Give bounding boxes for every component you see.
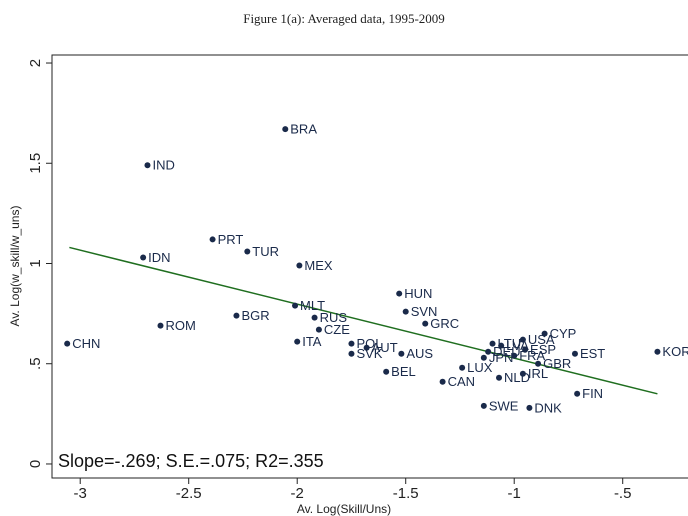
point-label: CZE: [324, 322, 350, 337]
point: [296, 262, 303, 269]
point: [363, 344, 370, 351]
point-label: FRA: [519, 348, 545, 363]
point: [311, 314, 318, 321]
point: [485, 348, 492, 355]
y-tick-label: 1: [27, 259, 44, 267]
x-tick-label: -2.5: [176, 485, 202, 502]
y-axis-label: Av. Log(w_skill/w_uns): [8, 206, 22, 327]
point-label: LUX: [467, 360, 493, 375]
point: [459, 364, 466, 371]
point-label: CHN: [72, 336, 100, 351]
point: [526, 404, 533, 411]
point: [480, 402, 487, 409]
point: [396, 290, 403, 297]
point: [571, 350, 578, 357]
point-label: NLD: [504, 370, 530, 385]
point-label: AUT: [372, 340, 398, 355]
point: [292, 302, 299, 309]
point: [209, 236, 216, 243]
point-label: EST: [580, 346, 605, 361]
point-label: AUS: [406, 346, 433, 361]
x-tick-label: -1: [508, 485, 521, 502]
point-label: POL: [356, 336, 382, 351]
y-tick-label: 0: [27, 460, 44, 468]
point-label: RUS: [320, 310, 348, 325]
point: [519, 370, 526, 377]
point: [398, 350, 405, 357]
point-label: BRA: [290, 122, 317, 137]
point: [383, 368, 390, 375]
point-label: PRT: [218, 232, 244, 247]
point-label: TUR: [252, 244, 279, 259]
point-label: HUN: [404, 286, 432, 301]
y-tick-label: .5: [27, 357, 44, 370]
x-tick-label: -.5: [614, 485, 632, 502]
point-label: SVK: [356, 346, 382, 361]
fit-line: [69, 246, 658, 395]
point-label: GBR: [543, 356, 571, 371]
point-label: LVA: [506, 338, 529, 353]
point-label: CAN: [448, 374, 475, 389]
point: [511, 352, 518, 359]
x-tick-label: -3: [74, 485, 87, 502]
point: [574, 390, 581, 397]
point-label: SVN: [411, 304, 438, 319]
point-label: IRL: [528, 366, 548, 381]
point-label: ESP: [530, 342, 556, 357]
point: [233, 312, 240, 319]
point-label: MEX: [304, 258, 333, 273]
point: [480, 354, 487, 361]
point: [294, 338, 301, 345]
x-axis-label: Av. Log(Skill/Uns): [297, 502, 391, 516]
point-label: DNK: [534, 400, 562, 415]
point-label: GRC: [430, 316, 459, 331]
point-label: BGR: [241, 308, 269, 323]
point: [541, 330, 548, 337]
y-tick-label: 1.5: [27, 153, 44, 174]
point: [422, 320, 429, 327]
point-label: USA: [528, 332, 555, 347]
point: [282, 126, 289, 133]
point: [439, 378, 446, 385]
point-label: ROM: [166, 318, 196, 333]
x-tick-label: -1.5: [393, 485, 419, 502]
point-label: FIN: [582, 386, 603, 401]
point-label: KOR: [662, 344, 688, 359]
point: [519, 336, 526, 343]
plot-frame: [51, 54, 688, 479]
point: [654, 348, 661, 355]
chart-title: Figure 1(a): Averaged data, 1995-2009: [243, 11, 445, 26]
point-label: SWE: [489, 398, 519, 413]
point-label: ITA: [302, 334, 322, 349]
point: [498, 342, 505, 349]
point-label: MLT: [300, 298, 325, 313]
point-label: JPN: [489, 350, 514, 365]
point: [535, 360, 542, 367]
point-label: CYP: [550, 326, 577, 341]
point-label: IND: [152, 158, 174, 173]
point: [522, 346, 529, 353]
point: [244, 248, 251, 255]
point-label: IDN: [148, 250, 170, 265]
point: [489, 340, 496, 347]
x-tick-label: -2: [291, 485, 304, 502]
point: [157, 322, 164, 329]
point: [348, 340, 355, 347]
point: [402, 308, 409, 315]
point-label: BEL: [391, 364, 416, 379]
point-label: DEU: [493, 344, 520, 359]
point: [140, 254, 147, 261]
point: [315, 326, 322, 333]
point: [348, 350, 355, 357]
annotation: Slope=-.269; S.E.=.075; R2=.355: [58, 451, 324, 471]
point: [496, 374, 503, 381]
point: [64, 340, 71, 347]
point: [144, 162, 151, 169]
y-tick-label: 2: [27, 59, 44, 67]
